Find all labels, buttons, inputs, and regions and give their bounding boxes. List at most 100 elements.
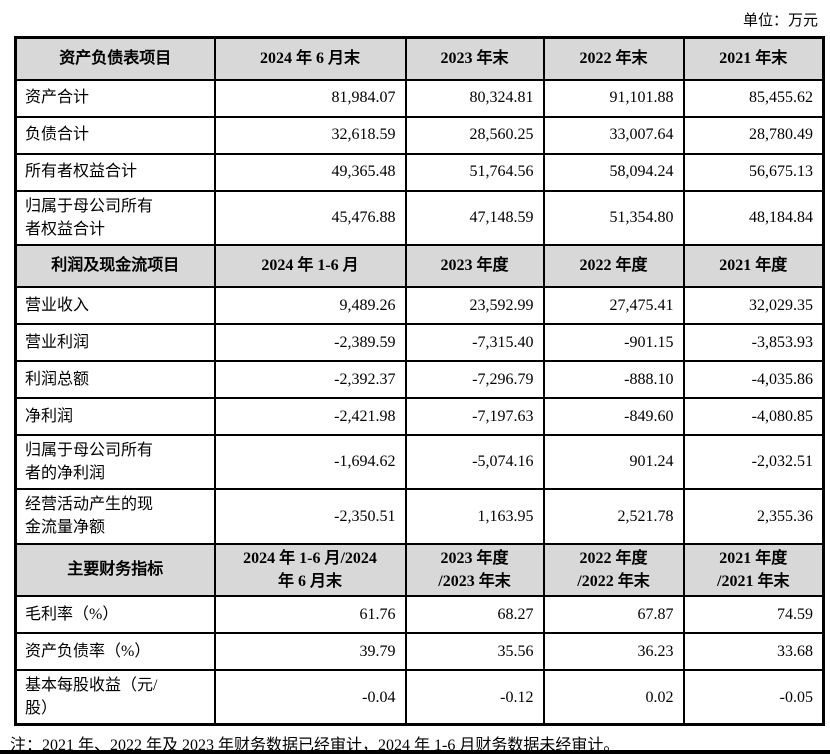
value-cell: 47,148.59 [404,189,545,246]
row-label-cell: 所有者权益合计 [14,152,216,192]
value-cell: -2,392.37 [213,359,407,399]
row-label-cell: 毛利率（%） [14,595,216,634]
value-cell: 85,455.62 [682,78,825,118]
value-cell: 39.79 [213,632,407,671]
value-cell: -901.15 [542,322,685,362]
value-cell: -2,350.51 [213,488,407,545]
row-label-cell: 归属于母公司所有 者的净利润 [14,433,216,491]
column-header-cell: 2023 年末 [404,36,545,81]
column-header-cell: 2021 年度 [682,243,825,288]
value-cell: 9,489.26 [213,285,407,325]
column-header-cell: 2022 年末 [542,36,685,81]
column-header-cell: 2024 年 1-6 月 [213,243,407,288]
row-label-cell: 资产合计 [14,78,216,118]
row-label-cell: 利润总额 [14,359,216,399]
value-cell: 61.76 [213,595,407,634]
value-cell: 2,521.78 [542,488,685,545]
row-label-cell: 归属于母公司所有 者权益合计 [14,189,216,246]
value-cell: 56,675.13 [682,152,825,192]
value-cell: -0.05 [682,669,825,726]
row-label-cell: 负债合计 [14,115,216,155]
value-cell: 67.87 [542,595,685,634]
table-row: 归属于母公司所有 者权益合计 45,476.88 47,148.59 51,354.8… [14,189,825,246]
value-cell: 35.56 [404,632,545,671]
value-cell: 28,780.49 [682,115,825,155]
row-label-cell: 营业利润 [14,322,216,362]
column-header-cell: 2023 年度 /2023 年末 [404,542,545,598]
column-header-cell: 2021 年末 [682,36,825,81]
value-cell: -7,315.40 [404,322,545,362]
value-cell: -5,074.16 [404,433,545,491]
section-header-label: 主要财务指标 [14,542,216,598]
value-cell: -7,296.79 [404,359,545,399]
table-row: 资产负债率（%） 39.79 35.56 36.23 33.68 [14,632,825,671]
table-row: 净利润 -2,421.98 -7,197.63 -849.60 -4,080.85 [14,396,825,436]
value-cell: -4,035.86 [682,359,825,399]
value-cell: -0.04 [213,669,407,726]
value-cell: 1,163.95 [404,488,545,545]
section-header-row: 利润及现金流项目 2024 年 1-6 月 2023 年度 2022 年度 2021 年… [14,243,825,288]
column-header-cell: 2023 年度 [404,243,545,288]
value-cell: -2,389.59 [213,322,407,362]
value-cell: -2,421.98 [213,396,407,436]
column-header-cell: 2022 年度 /2022 年末 [542,542,685,598]
row-label-cell: 净利润 [14,396,216,436]
value-cell: -0.12 [404,669,545,726]
value-cell: 91,101.88 [542,78,685,118]
value-cell: 36.23 [542,632,685,671]
value-cell: 0.02 [542,669,685,726]
section-header-row: 主要财务指标 2024 年 1-6 月/2024 年 6 月末 2023 年度 /2… [14,542,825,598]
value-cell: 901.24 [542,433,685,491]
value-cell: 49,365.48 [213,152,407,192]
table-row: 经营活动产生的现 金流量净额 -2,350.51 1,163.95 2,521.78 2… [14,488,825,545]
row-label-cell: 基本每股收益（元/ 股） [14,669,216,726]
table-row: 负债合计 32,618.59 28,560.25 33,007.64 28,780.49 [14,115,825,155]
table-row: 归属于母公司所有 者的净利润 -1,694.62 -5,074.16 901.24 -2… [14,433,825,491]
table-row: 毛利率（%） 61.76 68.27 67.87 74.59 [14,595,825,634]
table-row: 所有者权益合计 49,365.48 51,764.56 58,094.24 56,675… [14,152,825,192]
section-header-label: 利润及现金流项目 [14,243,216,288]
value-cell: 51,764.56 [404,152,545,192]
table-row: 利润总额 -2,392.37 -7,296.79 -888.10 -4,035.86 [14,359,825,399]
value-cell: 33,007.64 [542,115,685,155]
value-cell: 68.27 [404,595,545,634]
column-header-cell: 2024 年 6 月末 [213,36,407,81]
value-cell: -849.60 [542,396,685,436]
value-cell: 27,475.41 [542,285,685,325]
row-label-cell: 经营活动产生的现 金流量净额 [14,488,216,545]
column-header-cell: 2021 年度 /2021 年末 [682,542,825,598]
financial-summary-table: 资产负债表项目 2024 年 6 月末 2023 年末 2022 年末 2021 年末资… [14,36,825,727]
row-label-cell: 资产负债率（%） [14,632,216,671]
value-cell: -4,080.85 [682,396,825,436]
table-row: 基本每股收益（元/ 股） -0.04 -0.12 0.02 -0.05 [14,669,825,726]
value-cell: 80,324.81 [404,78,545,118]
table-row: 营业利润 -2,389.59 -7,315.40 -901.15 -3,853.93 [14,322,825,362]
value-cell: 48,184.84 [682,189,825,246]
value-cell: 51,354.80 [542,189,685,246]
value-cell: 32,618.59 [213,115,407,155]
value-cell: 33.68 [682,632,825,671]
value-cell: 2,355.36 [682,488,825,545]
value-cell: 32,029.35 [682,285,825,325]
section-header-label: 资产负债表项目 [14,36,216,81]
table-row: 营业收入 9,489.26 23,592.99 27,475.41 32,029.35 [14,285,825,325]
value-cell: 23,592.99 [404,285,545,325]
column-header-cell: 2024 年 1-6 月/2024 年 6 月末 [213,542,407,598]
value-cell: 58,094.24 [542,152,685,192]
table-row: 资产合计 81,984.07 80,324.81 91,101.88 85,455.62 [14,78,825,118]
page-bottom-rule [0,750,830,754]
value-cell: 28,560.25 [404,115,545,155]
value-cell: 45,476.88 [213,189,407,246]
row-label-cell: 营业收入 [14,285,216,325]
value-cell: -3,853.93 [682,322,825,362]
value-cell: 74.59 [682,595,825,634]
unit-label: 单位：万元 [742,13,818,29]
value-cell: 81,984.07 [213,78,407,118]
section-header-row: 资产负债表项目 2024 年 6 月末 2023 年末 2022 年末 2021 年末 [14,36,825,81]
value-cell: -2,032.51 [682,433,825,491]
value-cell: -7,197.63 [404,396,545,436]
value-cell: -888.10 [542,359,685,399]
column-header-cell: 2022 年度 [542,243,685,288]
value-cell: -1,694.62 [213,433,407,491]
